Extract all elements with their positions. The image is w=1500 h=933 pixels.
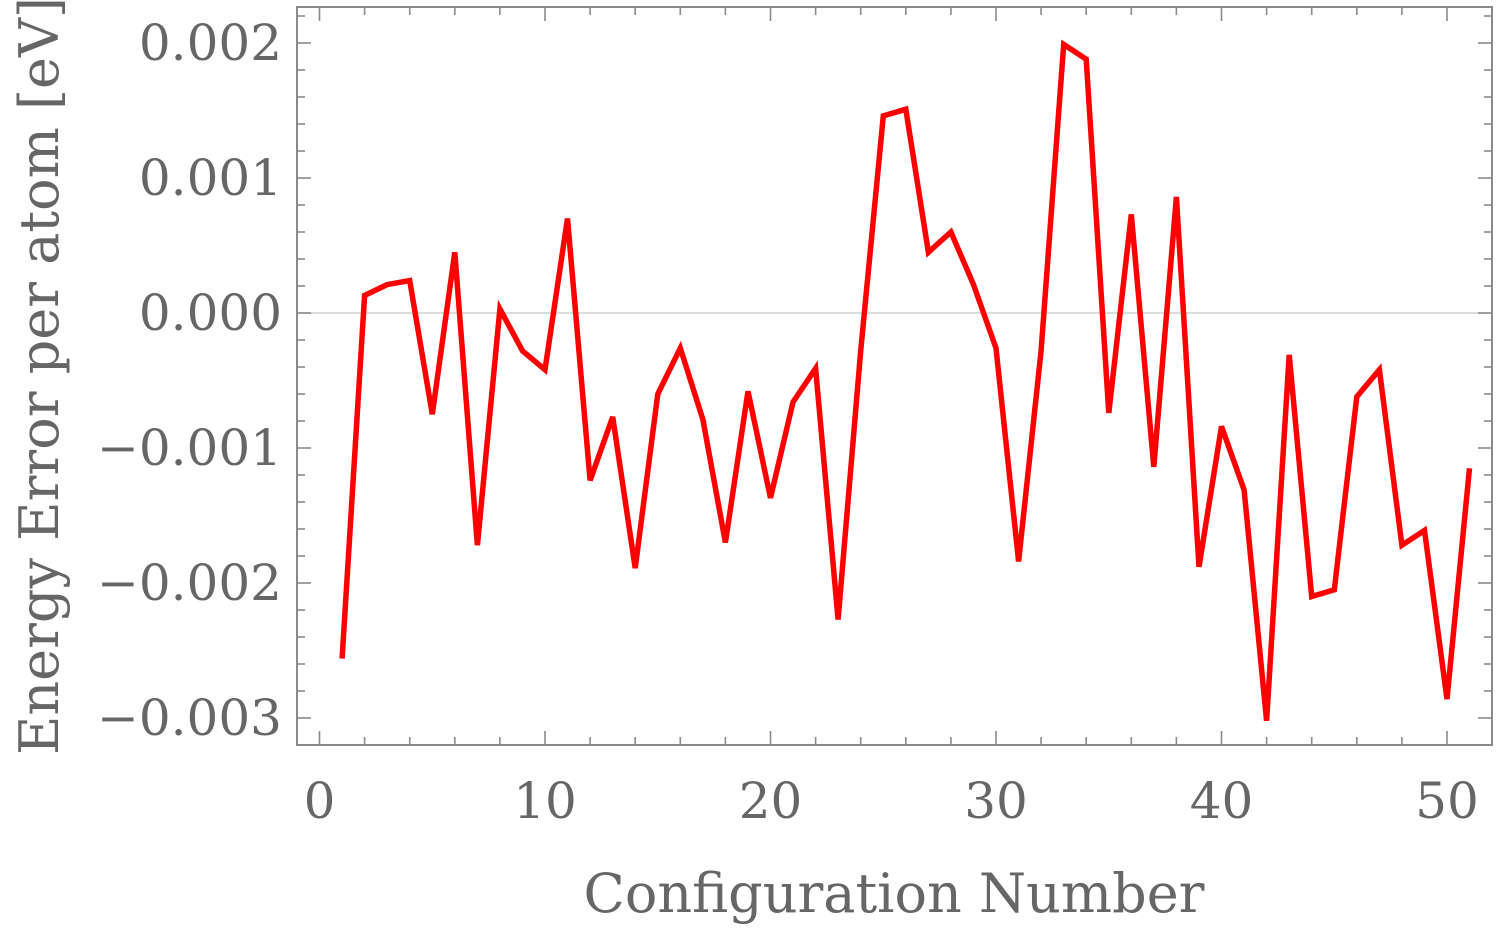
series-line <box>339 39 1473 721</box>
y-tick-label: 0.001 <box>139 149 282 207</box>
x-tick-label: 50 <box>1415 772 1479 830</box>
x-tick-label: 40 <box>1190 772 1254 830</box>
y-tick-label: 0.002 <box>139 14 282 72</box>
x-tick-label: 10 <box>513 772 577 830</box>
y-tick-label: 0.000 <box>139 284 282 342</box>
y-tick-label: −0.002 <box>97 554 282 612</box>
x-axis-label: Configuration Number <box>584 862 1205 925</box>
series-layer <box>339 39 1473 721</box>
x-tick-label: 0 <box>304 772 336 830</box>
y-tick-label: −0.001 <box>97 419 282 477</box>
tick-layer: 0 10 20 30 40 50 −0.003 −0.002 −0.001 0.000 0.001 0… <box>97 7 1493 830</box>
plot-frame <box>296 6 1493 746</box>
x-tick-label: 20 <box>739 772 803 830</box>
x-tick-label: 30 <box>964 772 1028 830</box>
y-axis-label: Energy Error per atom [eV] <box>8 0 71 755</box>
y-tick-label: −0.003 <box>97 689 282 747</box>
